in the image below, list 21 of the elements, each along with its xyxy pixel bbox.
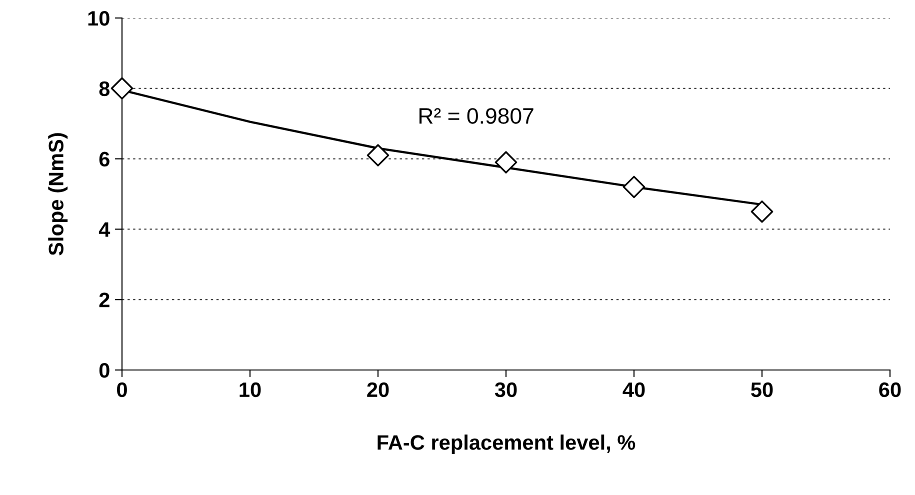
y-tick-label: 0 [99,363,110,378]
y-axis-title: Slope (NmS) [48,133,68,256]
y-tick-label: 8 [99,81,110,96]
point [110,77,134,100]
x-axis-title: FA-C replacement level, % [378,434,636,454]
x-tick-label: 30 [494,382,517,398]
y-tick-label: 10 [88,11,110,26]
x-tick-label: 50 [751,382,773,398]
x-tick-label: 60 [879,382,901,398]
x-tick-label: 10 [240,382,261,398]
y-tick-label: 2 [99,292,110,308]
point [494,151,518,174]
y-tick-label: 6 [99,152,110,167]
annotation: R² = 0.9807 [420,108,534,124]
x-tick-label: 20 [367,382,389,398]
y-tick-label: 4 [98,222,110,237]
point [366,144,390,166]
x-tick-label: 40 [622,382,645,398]
x-tick-label: 0 [117,382,127,398]
point [750,200,774,223]
point [622,176,646,198]
